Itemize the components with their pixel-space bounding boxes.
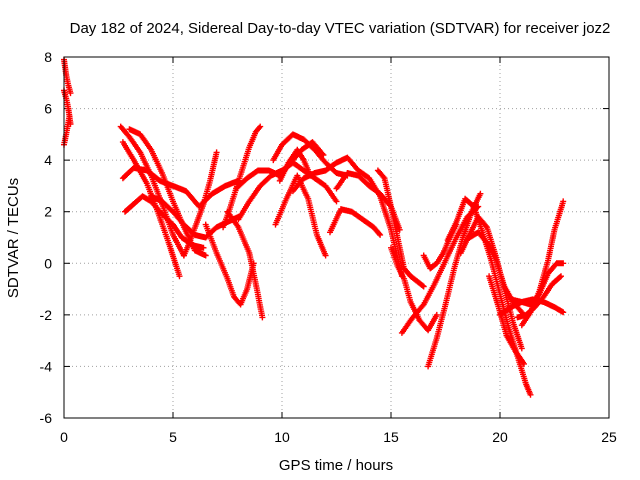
x-tick-labels: 0 5 10 15 20 25 [60, 429, 617, 445]
x-axis-label: GPS time / hours [279, 457, 393, 474]
y-axis-label: SDTVAR / TECUs [5, 178, 22, 298]
data-series-track-18 [276, 146, 314, 184]
plot-frame [63, 56, 610, 419]
chart-title: Day 182 of 2024, Sidereal Day-to-day VTE… [70, 20, 611, 37]
y-tick-label: -6 [40, 410, 53, 426]
y-tick-label: 6 [44, 101, 52, 117]
data-series-track-23 [388, 244, 440, 334]
data-series-track-13 [220, 123, 264, 231]
x-tick-label: 5 [169, 429, 177, 445]
y-tick-label: -4 [40, 358, 53, 374]
data-series-track-33 [518, 198, 567, 329]
x-tick-label: 10 [274, 429, 290, 445]
x-tick-label: 25 [601, 429, 617, 445]
y-tick-label: -2 [40, 307, 53, 323]
data-series-track-11 [202, 221, 257, 308]
grid-lines [64, 57, 609, 418]
x-tick-label: 20 [492, 429, 508, 445]
data-series-track-22 [374, 167, 427, 290]
y-tick-label: 4 [44, 152, 52, 168]
data-series-track-34 [486, 273, 527, 367]
data-series-track-20 [327, 206, 384, 238]
y-tick-label: 2 [44, 204, 52, 220]
data-series-track-10 [180, 149, 220, 259]
axis-ticks [63, 56, 610, 419]
y-tick-label: 0 [44, 255, 52, 271]
data-series-track-12 [224, 208, 266, 321]
data-series-track-03 [61, 113, 73, 148]
data-points [61, 56, 567, 398]
data-series-track-04 [117, 123, 187, 259]
y-tick-labels: -6 -4 -2 0 2 4 6 8 [40, 49, 53, 426]
y-tick-label: 8 [44, 49, 52, 65]
x-tick-label: 0 [60, 429, 68, 445]
data-series-track-17 [272, 172, 329, 259]
data-series-track-15 [235, 159, 340, 223]
x-tick-label: 15 [383, 429, 399, 445]
